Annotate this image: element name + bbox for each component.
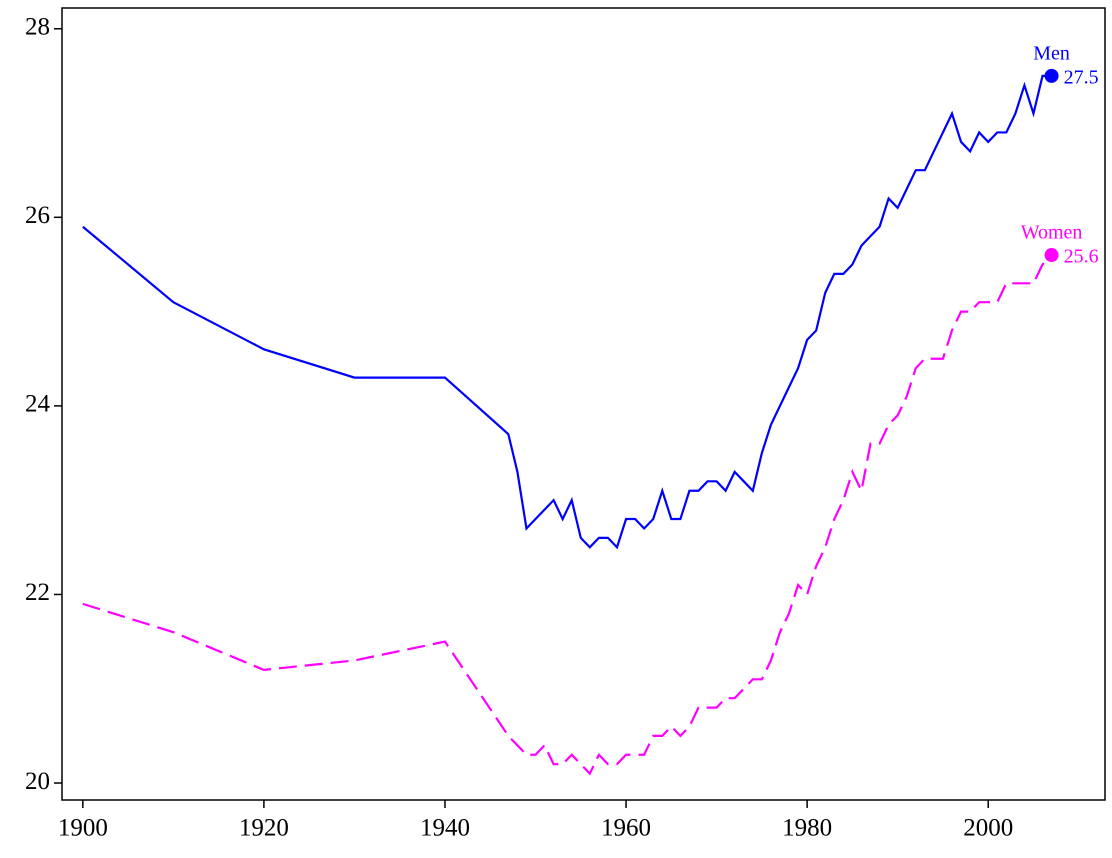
series-line: [82, 74, 1052, 550]
series-label: Women: [1021, 222, 1083, 244]
series-line: [82, 254, 1053, 776]
x-tick-label: 1920: [239, 815, 289, 842]
x-tick-label: 2000: [963, 815, 1013, 842]
y-tick-label: 22: [25, 579, 50, 606]
end-value-label: 27.5: [1064, 66, 1099, 88]
plot-frame: [61, 7, 1106, 801]
y-tick-label: 20: [25, 768, 50, 795]
y-tick-label: 26: [25, 202, 50, 229]
end-value-label: 25.6: [1064, 246, 1099, 268]
end-point: [1044, 68, 1059, 83]
series-label: Men: [1033, 42, 1070, 64]
x-tick-label: 1980: [782, 815, 832, 842]
y-tick-label: 28: [25, 13, 50, 40]
end-point: [1044, 248, 1059, 263]
x-tick-label: 1940: [420, 815, 470, 842]
x-tick-label: 1960: [601, 815, 651, 842]
y-tick-label: 24: [25, 391, 51, 418]
x-tick-label: 1900: [58, 815, 108, 842]
